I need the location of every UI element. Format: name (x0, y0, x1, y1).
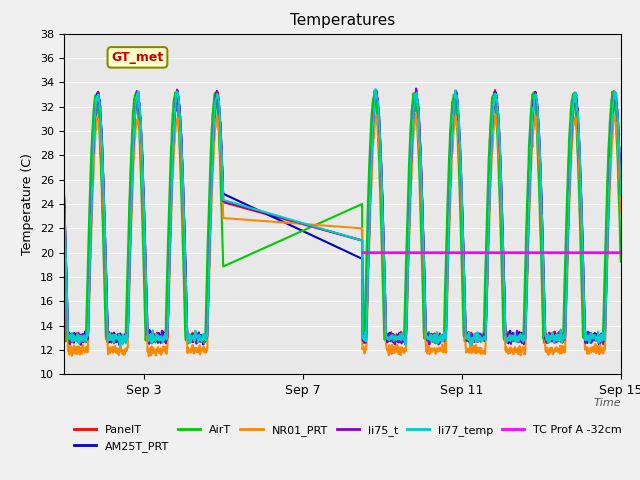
li77_temp (609, 99, 617, 105)
TC Prof A -32cm (617, 250, 625, 255)
NR01_PRT (412, 110, 420, 116)
NR01_PRT (609, 119, 617, 124)
AirT (317, 219, 325, 225)
PanelT (195, 337, 203, 343)
Text: Time: Time (593, 398, 621, 408)
TC Prof A -32cm (512, 250, 520, 255)
AirT (252, 249, 260, 254)
li77_temp (513, 334, 520, 339)
li75_t (317, 226, 325, 232)
AM25T_PRT (617, 191, 625, 197)
AM25T_PRT (609, 97, 617, 103)
PanelT (617, 193, 625, 199)
NR01_PRT (60, 211, 68, 216)
li75_t (609, 102, 617, 108)
Title: Temperatures: Temperatures (290, 13, 395, 28)
Text: GT_met: GT_met (111, 51, 164, 64)
Line: NR01_PRT: NR01_PRT (64, 113, 621, 356)
PanelT (317, 227, 325, 232)
AirT (118, 340, 126, 346)
AM25T_PRT (513, 333, 520, 338)
Line: AirT: AirT (64, 91, 621, 343)
NR01_PRT (513, 349, 520, 355)
NR01_PRT (195, 350, 203, 356)
AM25T_PRT (317, 237, 325, 243)
NR01_PRT (252, 217, 260, 223)
AirT (617, 259, 625, 264)
PanelT (600, 341, 607, 347)
Y-axis label: Temperature (C): Temperature (C) (22, 153, 35, 255)
li75_t (353, 236, 360, 242)
AM25T_PRT (372, 88, 380, 94)
NR01_PRT (617, 210, 625, 216)
li77_temp (252, 207, 260, 213)
Legend: PanelT, AM25T_PRT, AirT, NR01_PRT, li75_t, li77_temp, TC Prof A -32cm: PanelT, AM25T_PRT, AirT, NR01_PRT, li75_… (70, 421, 627, 456)
Line: AM25T_PRT: AM25T_PRT (64, 91, 621, 345)
NR01_PRT (145, 353, 152, 359)
li77_temp (195, 336, 203, 342)
PanelT (173, 87, 181, 93)
li75_t (513, 334, 520, 340)
li77_temp (372, 86, 380, 92)
PanelT (353, 236, 360, 242)
li75_t (252, 207, 260, 213)
TC Prof A -32cm (609, 250, 616, 255)
PanelT (609, 97, 617, 103)
li75_t (77, 342, 84, 348)
Line: li75_t: li75_t (64, 89, 621, 345)
AirT (353, 204, 360, 209)
li77_temp (317, 226, 325, 231)
PanelT (512, 332, 520, 338)
li75_t (412, 86, 420, 92)
AM25T_PRT (195, 335, 203, 341)
AM25T_PRT (252, 206, 260, 212)
AM25T_PRT (115, 342, 123, 348)
li75_t (60, 192, 68, 198)
li77_temp (60, 190, 68, 196)
li77_temp (116, 343, 124, 348)
li77_temp (617, 192, 625, 198)
Line: PanelT: PanelT (64, 90, 621, 344)
AirT (371, 88, 378, 94)
PanelT (60, 191, 68, 196)
AirT (60, 260, 68, 265)
AM25T_PRT (60, 194, 68, 200)
AirT (195, 334, 203, 339)
PanelT (252, 208, 260, 214)
NR01_PRT (317, 222, 325, 228)
AirT (513, 337, 520, 343)
NR01_PRT (353, 225, 360, 231)
Line: li77_temp: li77_temp (64, 89, 621, 346)
li75_t (195, 338, 203, 344)
li75_t (617, 191, 625, 197)
AirT (609, 92, 617, 97)
li77_temp (353, 236, 360, 242)
AM25T_PRT (353, 253, 360, 259)
